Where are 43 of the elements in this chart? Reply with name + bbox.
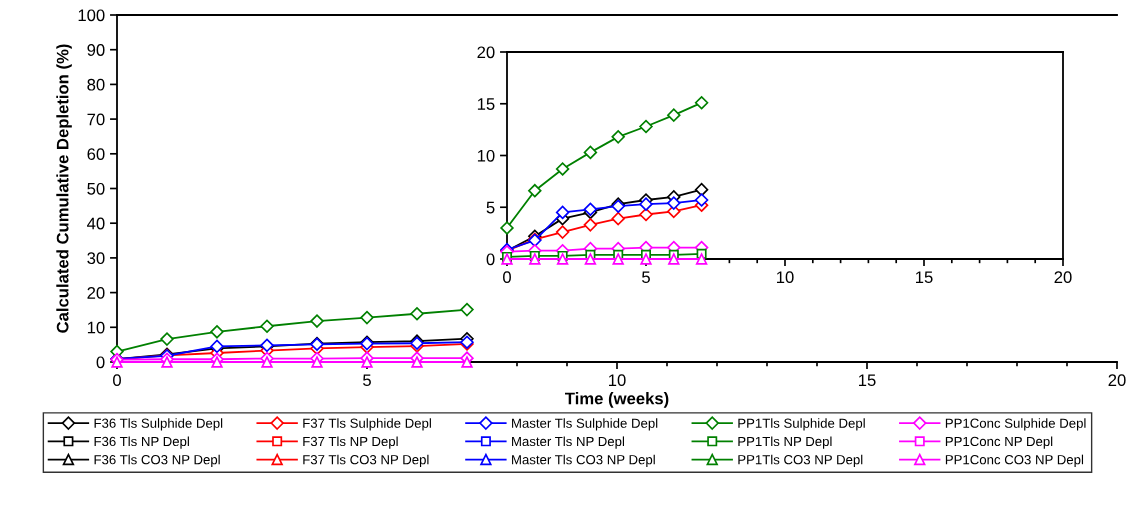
legend-label: F37 Tls Sulphide Depl	[303, 418, 431, 431]
y-tick-label: 70	[87, 113, 105, 126]
y-axis-title: Calculated Cumulative Depletion (%)	[56, 44, 72, 333]
legend-label: PP1Tls CO3 NP Depl	[738, 454, 863, 467]
y-tick-label: 30	[87, 252, 105, 265]
x-tick-label: 5	[642, 271, 650, 284]
legend-label: PP1Conc Sulphide Depl	[945, 418, 1086, 431]
x-tick-label: 15	[859, 374, 876, 387]
y-tick-label: 40	[87, 217, 105, 230]
y-tick-label: 20	[87, 287, 105, 299]
y-tick-label: 0	[486, 253, 495, 266]
x-tick-label: 20	[1108, 374, 1126, 387]
y-tick-label: 20	[477, 46, 495, 59]
y-tick-label: 15	[477, 98, 495, 110]
x-axis-title: Time (weeks)	[565, 392, 669, 408]
legend-label: Master Tls Sulphide Depl	[512, 418, 658, 431]
y-tick-label: 50	[87, 182, 105, 195]
y-tick-label: 0	[96, 356, 105, 369]
legend-label: F37 Tls NP Depl	[303, 436, 398, 449]
legend-label: PP1Tls Sulphide Depl	[738, 418, 865, 431]
legend-label: F36 Tls CO3 NP Depl	[94, 454, 220, 467]
x-tick-label: 20	[1054, 271, 1072, 284]
y-tick-label: 90	[87, 44, 105, 56]
y-tick-label: 10	[87, 321, 105, 334]
y-tick-label: 80	[87, 78, 105, 91]
x-tick-label: 10	[609, 374, 626, 387]
x-tick-label: 0	[113, 374, 121, 387]
x-tick-label: 10	[777, 271, 794, 284]
legend-label: F37 Tls CO3 NP Depl	[303, 454, 429, 467]
legend-label: PP1Conc NP Depl	[945, 436, 1053, 449]
y-tick-label: 100	[78, 9, 105, 22]
legend-label: PP1Tls NP Depl	[738, 436, 832, 449]
y-tick-label: 10	[477, 149, 495, 162]
y-tick-label: 60	[87, 148, 105, 160]
y-tick-label: 5	[486, 201, 495, 214]
legend-label: Master Tls NP Depl	[512, 436, 624, 449]
legend-label: Master Tls CO3 NP Depl	[512, 454, 655, 467]
x-tick-label: 5	[363, 374, 371, 387]
x-tick-label: 0	[503, 271, 511, 284]
x-tick-label: 15	[916, 271, 933, 284]
legend-label: F36 Tls Sulphide Depl	[94, 418, 223, 431]
legend-label: F36 Tls NP Depl	[94, 436, 189, 449]
legend-label: PP1Conc CO3 NP Depl	[945, 454, 1084, 467]
